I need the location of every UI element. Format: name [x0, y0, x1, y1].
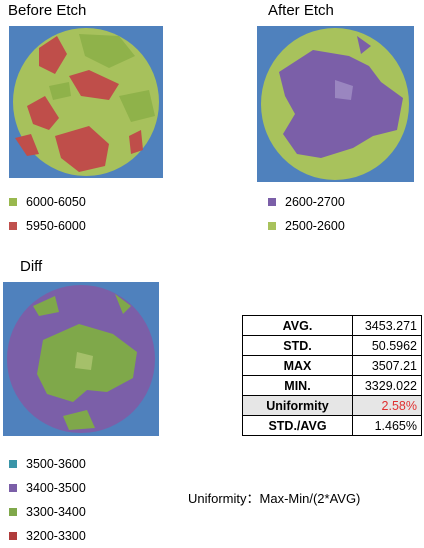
- legend-item: 2500-2600: [268, 214, 345, 238]
- before-etch-legend: 6000-6050 5950-6000: [9, 190, 86, 238]
- before-etch-wafer-map: [9, 26, 163, 178]
- diff-legend: 3500-3600 3400-3500 3300-3400 3200-3300: [9, 452, 86, 548]
- legend-item: 2600-2700: [268, 190, 345, 214]
- legend-swatch: [9, 532, 17, 540]
- stats-table: AVG. 3453.271 STD. 50.5962 MAX 3507.21 MIN.…: [242, 315, 422, 436]
- table-row: Uniformity 2.58%: [242, 395, 422, 416]
- stat-key: STD.: [242, 335, 353, 356]
- table-row: MIN. 3329.022: [242, 375, 422, 396]
- after-etch-title: After Etch: [268, 2, 334, 19]
- legend-swatch: [9, 484, 17, 492]
- stat-key: MAX: [242, 355, 353, 376]
- legend-label: 6000-6050: [26, 195, 86, 209]
- legend-label: 2600-2700: [285, 195, 345, 209]
- after-etch-wafer-map: [257, 26, 414, 182]
- stat-value: 3329.022: [352, 375, 422, 396]
- stat-value-uniformity: 2.58%: [352, 395, 422, 416]
- legend-label: 3300-3400: [26, 505, 86, 519]
- legend-item: 3300-3400: [9, 500, 86, 524]
- legend-swatch: [9, 460, 17, 468]
- table-row: MAX 3507.21: [242, 355, 422, 376]
- legend-item: 6000-6050: [9, 190, 86, 214]
- stat-key: Uniformity: [242, 395, 353, 416]
- stat-key: STD./AVG: [242, 415, 353, 436]
- legend-swatch: [268, 198, 276, 206]
- legend-swatch: [9, 222, 17, 230]
- stat-value: 50.5962: [352, 335, 422, 356]
- after-etch-legend: 2600-2700 2500-2600: [268, 190, 345, 238]
- stat-value: 3453.271: [352, 315, 422, 336]
- stat-value: 3507.21: [352, 355, 422, 376]
- legend-item: 3200-3300: [9, 524, 86, 548]
- legend-swatch: [268, 222, 276, 230]
- legend-label: 3500-3600: [26, 457, 86, 471]
- stat-key: AVG.: [242, 315, 353, 336]
- stat-value: 1.465%: [352, 415, 422, 436]
- legend-label: 2500-2600: [285, 219, 345, 233]
- diff-wafer-map: [3, 282, 159, 436]
- legend-item: 3400-3500: [9, 476, 86, 500]
- legend-label: 5950-6000: [26, 219, 86, 233]
- legend-item: 3500-3600: [9, 452, 86, 476]
- stat-key: MIN.: [242, 375, 353, 396]
- legend-label: 3400-3500: [26, 481, 86, 495]
- before-etch-title: Before Etch: [8, 2, 87, 19]
- table-row: AVG. 3453.271: [242, 315, 422, 336]
- legend-swatch: [9, 198, 17, 206]
- table-row: STD./AVG 1.465%: [242, 415, 422, 436]
- diff-title: Diff: [20, 258, 43, 275]
- legend-item: 5950-6000: [9, 214, 86, 238]
- table-row: STD. 50.5962: [242, 335, 422, 356]
- legend-label: 3200-3300: [26, 529, 86, 543]
- legend-swatch: [9, 508, 17, 516]
- uniformity-formula: Uniformity：Max-Min/(2*AVG): [188, 491, 361, 506]
